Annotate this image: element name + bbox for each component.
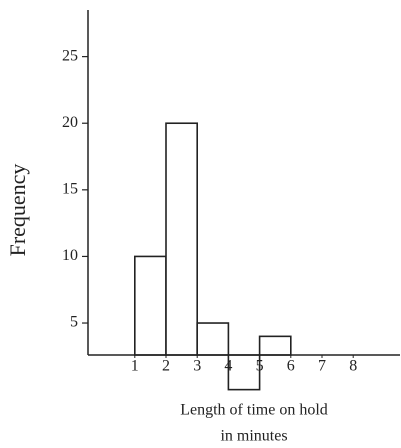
y-tick-label: 20	[62, 114, 78, 131]
x-axis-label: Length of time on hold	[180, 402, 328, 419]
x-tick-label: 3	[193, 358, 201, 375]
x-tick-label: 6	[287, 358, 295, 375]
x-tick-label: 5	[256, 358, 264, 375]
y-tick-label: 5	[70, 314, 78, 331]
y-tick-label: 10	[62, 247, 78, 264]
x-axis-label: in minutes	[220, 428, 287, 445]
x-tick-label: 7	[318, 358, 326, 375]
y-axis-label: Frequency	[5, 164, 30, 257]
bar	[196, 322, 230, 356]
y-tick-label: 25	[62, 47, 78, 64]
bar	[227, 354, 261, 391]
x-tick-label: 1	[131, 358, 139, 375]
x-tick-label: 2	[162, 358, 170, 375]
bar	[165, 122, 199, 356]
bar	[134, 255, 167, 356]
y-tick-label: 15	[62, 180, 78, 197]
x-tick-label: 8	[349, 358, 357, 375]
bar	[258, 335, 292, 356]
x-tick-label: 4	[224, 358, 232, 375]
